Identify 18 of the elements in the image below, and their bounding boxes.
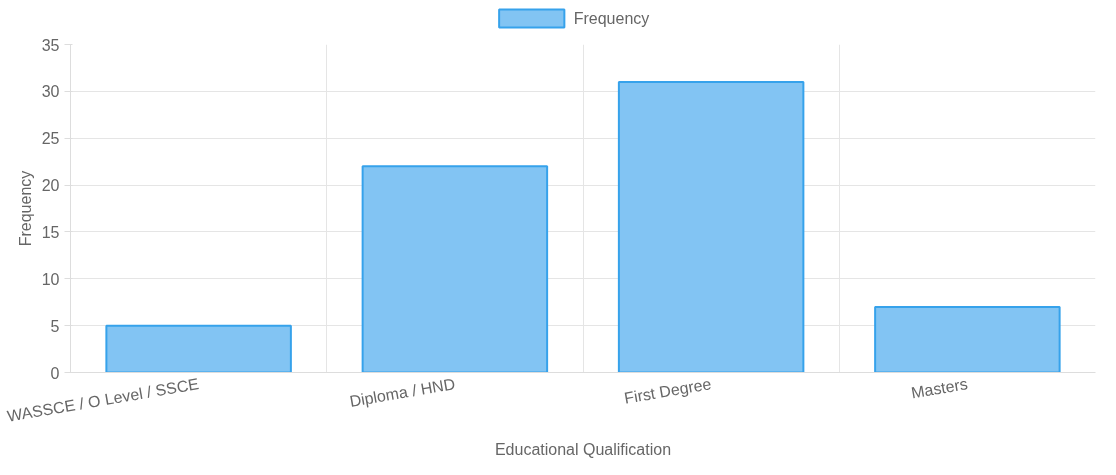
x-tick-label: First Degree: [622, 375, 713, 407]
y-tick-label: 25: [41, 130, 60, 148]
bar: [617, 80, 805, 373]
x-tick-label: Diploma / HND: [348, 375, 457, 410]
y-axis-title: Frequency: [16, 170, 34, 247]
y-tick-label: 0: [50, 364, 60, 382]
x-tick-label: Masters: [909, 375, 969, 402]
legend-label: Frequency: [573, 10, 650, 27]
bar: [105, 324, 292, 373]
y-tick-label: 10: [41, 270, 60, 288]
y-tick-label: 15: [41, 223, 60, 241]
x-axis-title: Educational Qualification: [494, 441, 672, 459]
y-tick-label: 20: [41, 177, 60, 195]
bar: [361, 165, 549, 373]
y-tick-label: 5: [50, 317, 60, 335]
y-tick-label: 30: [41, 83, 60, 101]
y-tick-label: 35: [41, 36, 60, 54]
bar: [874, 305, 1061, 373]
